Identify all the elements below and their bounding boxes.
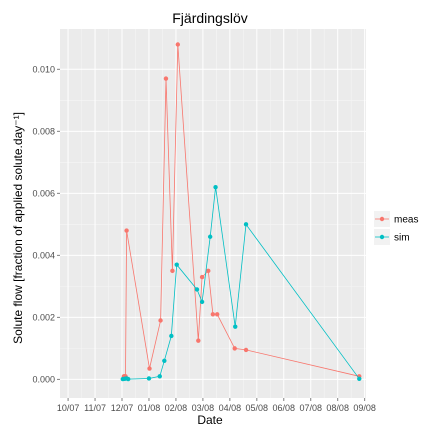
data-point-sim (357, 376, 362, 381)
data-point-meas (199, 274, 205, 280)
y-tick-label: 0.002 (32, 312, 55, 322)
data-point-sim (194, 287, 200, 292)
x-tick-label: 04/08 (219, 403, 242, 413)
data-point-meas (147, 366, 152, 371)
x-tick-label: 09/08 (353, 403, 376, 413)
data-point-meas (124, 228, 129, 233)
legend-label: sim (394, 233, 410, 244)
data-point-meas (163, 76, 169, 81)
data-point-sim (213, 184, 218, 190)
data-point-sim (243, 222, 249, 227)
legend: meas sim (374, 211, 418, 245)
legend-key-point (379, 234, 385, 240)
grid-major (60, 29, 366, 398)
data-point-meas (175, 42, 181, 47)
x-tick-label: 06/08 (273, 403, 296, 413)
x-axis: 10/07 11/07 12/07 01/08 02/08 03/08 04/08 05/08… (57, 398, 376, 413)
y-axis: 0.000 0.002 0.004 0.006 0.008 0.010 (32, 64, 60, 384)
legend-label: meas (394, 215, 418, 226)
x-tick-label: 08/08 (326, 403, 349, 413)
data-point-sim (157, 374, 162, 379)
y-tick-label: 0.006 (32, 188, 55, 198)
y-tick-label: 0.008 (32, 126, 55, 136)
x-tick-label: 12/07 (111, 403, 134, 413)
data-point-sim (233, 324, 238, 329)
data-point-meas (196, 338, 201, 343)
data-point-meas (243, 347, 249, 353)
y-axis-title: Solute flow [fraction of applied solute.… (11, 112, 25, 344)
legend-key-point (379, 216, 385, 222)
data-point-meas (206, 268, 211, 274)
data-point-sim (146, 376, 152, 381)
x-tick-label: 11/07 (84, 403, 106, 413)
data-point-sim (126, 376, 131, 382)
data-point-sim (174, 262, 179, 267)
chart-title: Fjärdingslöv (172, 10, 247, 26)
x-tick-label: 01/08 (138, 403, 161, 413)
x-tick-label: 10/07 (57, 403, 80, 413)
x-tick-label: 05/08 (246, 403, 269, 413)
series-sim (120, 184, 362, 382)
y-tick-label: 0.004 (32, 250, 55, 260)
series-layer (120, 42, 362, 382)
data-point-sim (207, 234, 213, 239)
x-tick-label: 02/08 (165, 403, 188, 413)
data-point-meas (214, 312, 220, 317)
x-axis-title: Date (197, 413, 223, 427)
x-tick-label: 03/08 (192, 403, 215, 413)
x-tick-label: 07/08 (299, 403, 322, 413)
y-tick-label: 0.000 (32, 374, 55, 384)
data-point-meas (232, 346, 237, 351)
y-tick-label: 0.010 (32, 64, 55, 74)
data-point-meas (210, 312, 216, 317)
data-point-sim (199, 299, 205, 305)
data-point-sim (169, 333, 174, 339)
data-point-sim (162, 358, 167, 363)
data-point-meas (158, 318, 163, 323)
data-point-meas (170, 268, 175, 274)
